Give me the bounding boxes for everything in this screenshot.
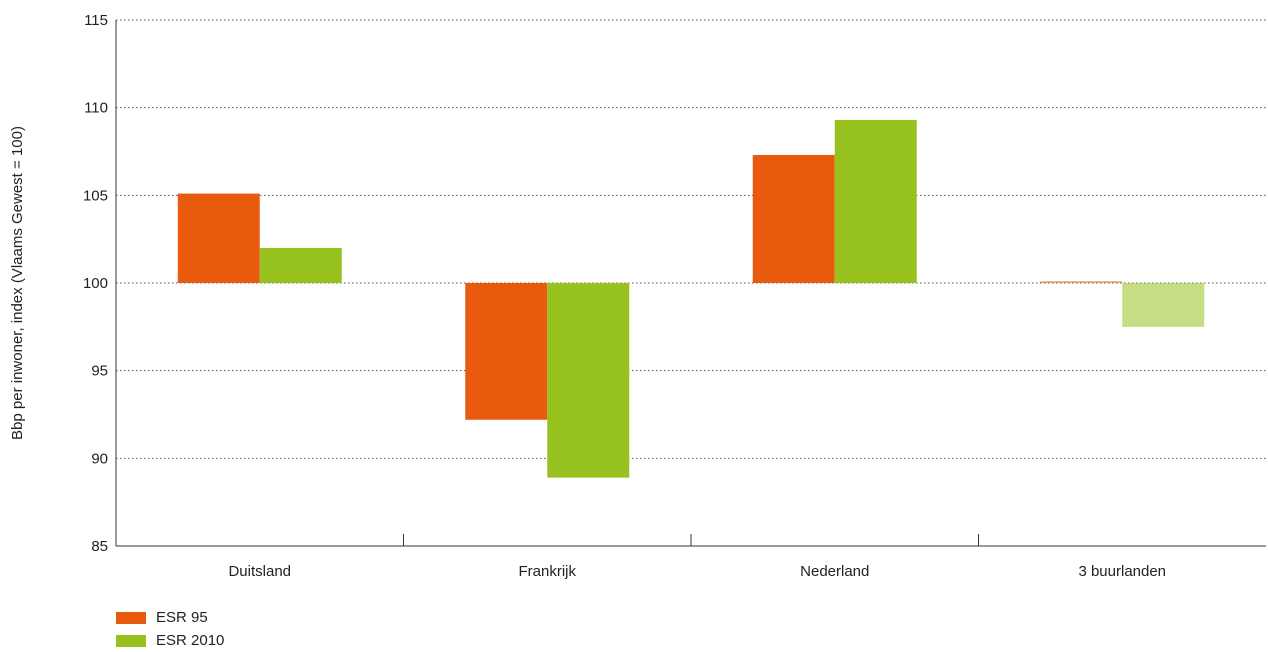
x-tick-label: Duitsland: [228, 563, 291, 580]
bar: [259, 247, 342, 283]
x-tick-label: Nederland: [800, 563, 869, 580]
y-tick-label: 100: [83, 275, 108, 292]
x-tick-label: 3 buurlanden: [1078, 563, 1166, 580]
y-axis-label: Bbp per inwoner, index (Vlaams Gewest = …: [9, 126, 26, 440]
gridlines: [116, 19, 1266, 459]
y-tick-label: 85: [91, 538, 108, 555]
legend-swatch: [116, 634, 146, 647]
bars: [177, 119, 1205, 478]
bar: [177, 193, 260, 283]
bar: [465, 283, 548, 420]
y-tick-label: 105: [83, 187, 108, 204]
axes: [115, 20, 1266, 547]
legend: ESR 95 ESR 2010: [116, 606, 224, 652]
legend-swatch: [116, 611, 146, 624]
bar: [1122, 283, 1205, 327]
bar: [547, 283, 630, 478]
y-tick-label: 115: [84, 12, 108, 29]
y-tick-labels: 85 90 95 100 105 110 115: [83, 12, 108, 555]
legend-item: ESR 95: [116, 606, 224, 629]
bar: [834, 119, 917, 283]
bar-chart: 85 90 95 100 105 110 115 Duitsland Frankrijk Ned…: [9, 12, 1266, 580]
y-tick-label: 90: [91, 450, 108, 467]
bar: [752, 155, 835, 283]
legend-item: ESR 2010: [116, 629, 224, 652]
x-tick-labels: Duitsland Frankrijk Nederland 3 buurlanden: [228, 563, 1166, 580]
legend-label: ESR 95: [156, 609, 208, 626]
x-tick-label: Frankrijk: [518, 563, 576, 580]
legend-label: ESR 2010: [156, 632, 225, 649]
y-tick-label: 110: [84, 100, 108, 117]
y-tick-label: 95: [91, 363, 108, 380]
bar: [1040, 281, 1123, 283]
